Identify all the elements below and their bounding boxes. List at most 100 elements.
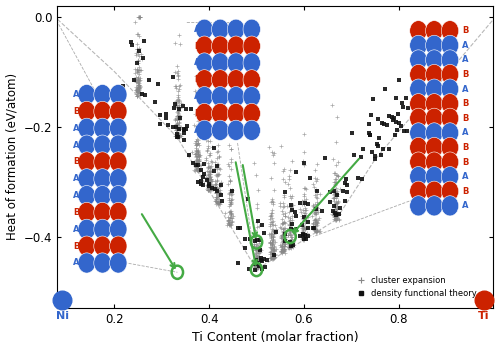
cluster expansion bbox=[277, 225, 285, 230]
cluster expansion bbox=[225, 191, 233, 197]
cluster expansion bbox=[286, 229, 294, 234]
Circle shape bbox=[410, 35, 427, 55]
cluster expansion bbox=[212, 197, 220, 202]
Text: B: B bbox=[462, 143, 468, 152]
density functional theory bbox=[371, 156, 379, 162]
density functional theory bbox=[180, 138, 188, 143]
cluster expansion bbox=[192, 142, 200, 148]
cluster expansion bbox=[280, 229, 288, 235]
cluster expansion bbox=[300, 237, 308, 243]
density functional theory bbox=[380, 121, 388, 127]
cluster expansion bbox=[134, 90, 142, 95]
density functional theory bbox=[292, 226, 300, 231]
cluster expansion bbox=[279, 220, 287, 226]
density functional theory bbox=[192, 162, 200, 168]
cluster expansion bbox=[134, 14, 142, 19]
Text: B: B bbox=[462, 114, 468, 123]
density functional theory bbox=[246, 236, 253, 241]
cluster expansion bbox=[226, 173, 234, 179]
Circle shape bbox=[212, 19, 229, 40]
density functional theory bbox=[217, 193, 225, 198]
density functional theory bbox=[205, 183, 213, 189]
cluster expansion bbox=[299, 158, 307, 163]
cluster expansion bbox=[207, 186, 215, 191]
cluster expansion bbox=[309, 181, 317, 187]
cluster expansion bbox=[204, 139, 212, 144]
density functional theory bbox=[260, 256, 268, 262]
cluster expansion bbox=[332, 209, 340, 215]
cluster expansion bbox=[311, 175, 319, 181]
cluster expansion bbox=[313, 227, 321, 232]
density functional theory bbox=[133, 60, 141, 65]
cluster expansion bbox=[174, 76, 182, 82]
Circle shape bbox=[426, 152, 443, 172]
cluster expansion bbox=[172, 122, 180, 128]
cluster expansion bbox=[226, 220, 234, 226]
cluster expansion bbox=[172, 123, 180, 129]
density functional theory bbox=[392, 119, 400, 125]
cluster expansion bbox=[301, 212, 309, 217]
cluster expansion bbox=[227, 212, 235, 218]
density functional theory bbox=[369, 97, 377, 102]
cluster expansion bbox=[252, 263, 260, 269]
cluster expansion bbox=[285, 242, 293, 247]
cluster expansion bbox=[279, 248, 287, 253]
density functional theory bbox=[366, 132, 374, 138]
density functional theory bbox=[197, 178, 205, 184]
cluster expansion bbox=[172, 124, 180, 130]
Text: A: A bbox=[73, 174, 80, 183]
cluster expansion bbox=[278, 222, 286, 227]
cluster expansion bbox=[315, 228, 323, 233]
cluster expansion bbox=[135, 88, 143, 93]
density functional theory bbox=[185, 152, 193, 158]
cluster expansion bbox=[311, 217, 319, 223]
cluster expansion bbox=[312, 226, 320, 232]
cluster expansion bbox=[173, 126, 181, 132]
cluster expansion bbox=[228, 211, 236, 217]
cluster expansion bbox=[206, 166, 214, 171]
cluster expansion bbox=[269, 236, 277, 242]
cluster expansion bbox=[299, 234, 307, 240]
cluster expansion bbox=[135, 85, 143, 91]
cluster expansion bbox=[135, 86, 143, 92]
cluster expansion bbox=[174, 113, 182, 118]
cluster expansion bbox=[310, 210, 318, 216]
cluster expansion bbox=[175, 120, 183, 125]
cluster expansion bbox=[135, 85, 143, 91]
cluster expansion bbox=[335, 211, 343, 217]
cluster expansion bbox=[313, 176, 321, 182]
Circle shape bbox=[110, 102, 127, 121]
cluster expansion bbox=[300, 224, 308, 230]
Text: A: A bbox=[462, 41, 468, 50]
cluster expansion bbox=[311, 212, 319, 217]
cluster expansion bbox=[135, 14, 143, 19]
cluster expansion bbox=[209, 144, 217, 150]
density functional theory bbox=[252, 260, 260, 265]
density functional theory bbox=[141, 92, 149, 98]
cluster expansion bbox=[279, 200, 287, 205]
cluster expansion bbox=[284, 232, 292, 238]
cluster expansion bbox=[255, 223, 263, 229]
cluster expansion bbox=[280, 248, 288, 254]
cluster expansion bbox=[174, 110, 182, 116]
cluster expansion bbox=[134, 77, 142, 82]
cluster expansion bbox=[281, 226, 289, 231]
cluster expansion bbox=[135, 91, 143, 96]
cluster expansion bbox=[266, 214, 274, 219]
Circle shape bbox=[441, 167, 459, 187]
cluster expansion bbox=[253, 255, 261, 261]
cluster expansion bbox=[193, 147, 201, 153]
cluster expansion bbox=[299, 226, 307, 232]
cluster expansion bbox=[175, 133, 183, 139]
cluster expansion bbox=[275, 224, 283, 230]
density functional theory bbox=[210, 168, 218, 173]
cluster expansion bbox=[205, 186, 213, 192]
cluster expansion bbox=[284, 182, 292, 187]
cluster expansion bbox=[279, 248, 287, 253]
density functional theory bbox=[330, 188, 338, 194]
cluster expansion bbox=[205, 185, 213, 191]
density functional theory bbox=[388, 114, 396, 120]
density functional theory bbox=[127, 39, 135, 45]
density functional theory bbox=[304, 220, 312, 225]
cluster expansion bbox=[298, 231, 306, 237]
